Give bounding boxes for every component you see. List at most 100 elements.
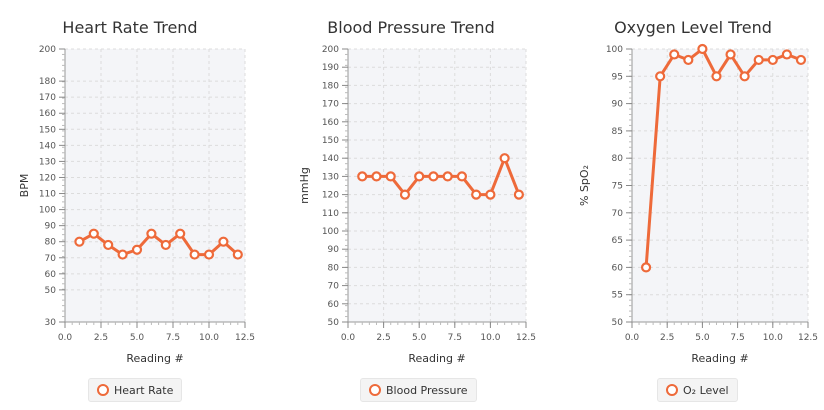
data-point (697, 43, 708, 55)
y-tick-label: 55 (612, 291, 623, 301)
x-tick-label: 0.0 (341, 333, 356, 343)
data-point (399, 189, 411, 200)
data-point (203, 249, 215, 260)
x-tick-label: 2.5 (660, 333, 674, 343)
y-tick-label: 140 (322, 154, 339, 164)
y-tick-label: 80 (328, 263, 340, 273)
y-tick-label: 95 (612, 72, 623, 82)
y-tick-label: 60 (45, 270, 57, 280)
y-tick-label: 60 (612, 263, 624, 273)
data-point (117, 249, 128, 260)
data-point (683, 54, 694, 66)
y-tick-label: 150 (322, 136, 339, 146)
data-point (103, 239, 114, 251)
y-tick-label: 100 (606, 45, 623, 55)
plot-area (348, 49, 526, 322)
data-point (232, 249, 243, 260)
data-point (725, 49, 736, 60)
chart-title: Oxygen Level Trend (614, 18, 772, 37)
data-point (385, 171, 396, 182)
x-tick-label: 0.0 (58, 333, 73, 343)
data-point (781, 49, 792, 60)
y-tick-label: 80 (45, 238, 57, 248)
data-point (767, 54, 778, 66)
y-tick-label: 160 (39, 109, 56, 119)
y-tick-label: 110 (322, 209, 339, 219)
chart-title: Blood Pressure Trend (327, 18, 494, 37)
data-point (131, 244, 143, 255)
legend-oxygen-level: O₂ Level (657, 378, 738, 402)
data-point (357, 171, 368, 182)
y-tick-label: 30 (45, 318, 57, 328)
y-axis-label: BPM (18, 174, 31, 198)
y-axis-label: % SpO₂ (578, 165, 591, 206)
y-tick-label: 70 (45, 254, 57, 264)
y-tick-label: 100 (39, 206, 56, 216)
data-point (456, 171, 468, 182)
y-tick-label: 180 (322, 81, 339, 91)
y-tick-label: 150 (39, 125, 56, 135)
y-tick-label: 120 (322, 191, 339, 201)
x-tick-label: 7.5 (166, 333, 180, 343)
data-point (442, 171, 453, 182)
y-tick-label: 85 (612, 127, 623, 137)
data-point (739, 71, 750, 82)
y-tick-label: 120 (39, 173, 56, 183)
data-point (160, 239, 171, 251)
data-point (499, 153, 510, 164)
y-tick-label: 90 (328, 245, 340, 255)
legend-marker-icon (666, 384, 678, 396)
chart-title: Heart Rate Trend (62, 18, 197, 37)
y-tick-label: 200 (322, 45, 339, 55)
data-point (371, 171, 382, 182)
data-point (189, 249, 200, 260)
data-point (74, 236, 85, 247)
legend-blood-pressure: Blood Pressure (360, 378, 477, 402)
legend-marker-icon (369, 384, 381, 396)
x-tick-label: 12.5 (798, 333, 818, 343)
y-tick-label: 170 (39, 93, 56, 103)
y-tick-label: 170 (322, 100, 339, 110)
y-tick-label: 65 (612, 236, 623, 246)
x-tick-label: 0.0 (625, 333, 640, 343)
x-tick-label: 12.5 (516, 333, 536, 343)
data-point (471, 189, 482, 200)
y-tick-label: 70 (328, 282, 340, 292)
x-tick-label: 7.5 (730, 333, 744, 343)
chart-1: 50 60 70 80 90 100 110 120 130 140 150 160 170 180 190… (298, 18, 536, 365)
chart-0: 30 50 60 70 80 90 100 110 120 130 140 150 160 170 180 2… (18, 18, 255, 365)
data-point (88, 228, 99, 239)
data-point (753, 54, 764, 66)
data-point (711, 71, 722, 82)
y-tick-label: 90 (45, 222, 57, 232)
x-tick-label: 7.5 (448, 333, 462, 343)
data-point (513, 189, 524, 200)
data-point (640, 262, 652, 273)
y-tick-label: 80 (612, 154, 624, 164)
y-tick-label: 130 (39, 157, 56, 167)
y-tick-label: 140 (39, 141, 56, 151)
legend-label: Heart Rate (114, 383, 174, 397)
data-point (428, 171, 439, 182)
x-tick-label: 10.0 (199, 333, 219, 343)
x-axis-label: Reading # (408, 352, 465, 365)
y-tick-label: 50 (328, 318, 340, 328)
data-point (485, 189, 496, 200)
x-tick-label: 2.5 (94, 333, 108, 343)
chart-2: 50 55 60 65 70 75 80 85 90 95 100 0.0 2.5 5.0 7.5 10.0 1… (578, 18, 818, 365)
y-tick-label: 180 (39, 77, 56, 87)
x-tick-label: 12.5 (235, 333, 255, 343)
data-point (414, 171, 425, 182)
x-axis-label: Reading # (126, 352, 183, 365)
data-point (669, 49, 680, 60)
y-tick-label: 160 (322, 118, 339, 128)
y-tick-label: 50 (45, 286, 57, 296)
y-tick-label: 110 (39, 190, 56, 200)
x-tick-label: 2.5 (376, 333, 390, 343)
data-point (175, 228, 186, 239)
data-point (795, 54, 807, 66)
y-tick-label: 190 (322, 63, 339, 73)
x-tick-label: 10.0 (480, 333, 500, 343)
